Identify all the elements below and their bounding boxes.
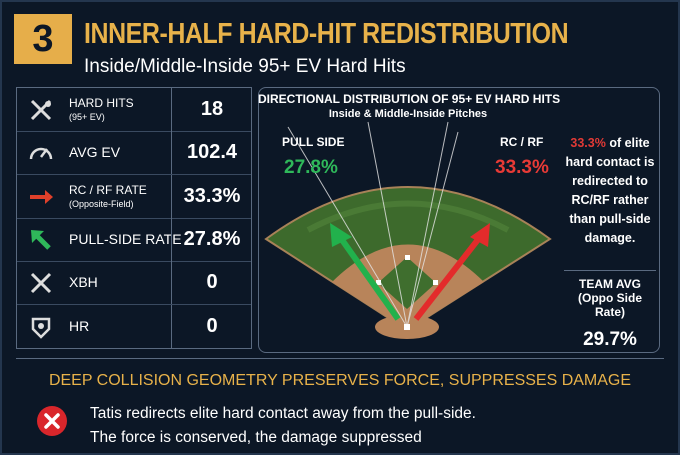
stat-sublabel: (95+ EV) [69, 112, 105, 122]
stat-label: PULL-SIDE RATE [69, 230, 182, 247]
oppo-arrow [413, 235, 483, 321]
stat-label-box: PULL-SIDE RATE [69, 232, 182, 246]
team-label: TEAM AVG [579, 277, 641, 291]
diagram-panel [258, 87, 660, 353]
stat-icon [31, 229, 51, 250]
stats-table: HARD HITS (95+ EV) 18 AVG EV 102.4 RC / RF RA… [16, 87, 252, 349]
note-text: of elite hard contact is redirected to R… [565, 136, 655, 245]
stat-label-box: RC / RF RATE (Opposite-Field) [69, 183, 147, 211]
stat-value: 18 [171, 88, 252, 131]
stat-icon [30, 273, 52, 294]
stat-label-box: HR [69, 319, 89, 333]
diagram-subtitle: Inside & Middle-Inside Pitches [328, 108, 488, 120]
stat-value: 0 [171, 304, 252, 348]
oppo-arrowhead [470, 223, 490, 247]
footer-line: Tatis redirects elite hard contact away … [90, 405, 476, 422]
stat-label: HR [69, 317, 90, 334]
footer-headline: DEEP COLLISION GEOMETRY PRESERVES FORCE,… [48, 372, 632, 389]
oppo-value: 33.3% [495, 157, 549, 178]
diagram-title: DIRECTIONAL DISTRIBUTION OF 95+ EV HARD … [258, 92, 561, 106]
stat-label-box: HARD HITS (95+ EV) [69, 96, 134, 124]
team-value: 29.7% [583, 329, 637, 350]
oppo-label: RC / RF [500, 135, 544, 149]
stat-label: RC / RF RATE [69, 182, 147, 197]
stat-row: HARD HITS (95+ EV) 18 [17, 88, 251, 132]
stat-label: AVG EV [69, 144, 121, 161]
stat-row: PULL-SIDE RATE 27.8% [17, 217, 252, 262]
section-number: 3 [14, 14, 72, 64]
stat-row: XBH 0 [17, 261, 252, 306]
field-diagram [264, 121, 552, 339]
team-average: TEAM AVG (Oppo Side Rate) 29.7% [564, 270, 656, 351]
pull-arrow [337, 235, 401, 321]
stat-sublabel: (Opposite-Field) [69, 198, 134, 209]
mow-stripe [306, 200, 510, 233]
stat-label-box: XBH [69, 275, 98, 289]
stat-icon [30, 99, 52, 121]
footer-line: The force is conserved, the damage suppr… [90, 429, 422, 446]
stat-value: 27.8% [171, 217, 252, 261]
divider [16, 358, 664, 359]
stat-label: XBH [69, 274, 98, 291]
stat-label-box: AVG EV [69, 145, 120, 159]
note: 33.3% of elite hard contact is redirecte… [564, 134, 656, 248]
stat-value: 0 [171, 261, 252, 305]
subtitle: Inside/Middle-Inside 95+ EV Hard Hits [84, 56, 406, 77]
note-highlight: 33.3% [570, 136, 606, 150]
stat-label: HARD HITS [69, 96, 134, 110]
title: INNER-HALF HARD-HIT REDISTRIBUTION [84, 18, 569, 50]
stat-icon [30, 189, 53, 204]
pull-value: 27.8% [284, 157, 338, 178]
team-sublabel: (Oppo Side Rate) [578, 291, 642, 319]
stat-row: HR 0 [17, 304, 252, 348]
stat-value: 102.4 [171, 131, 252, 175]
stat-icon [31, 317, 51, 339]
footer-text: Tatis redirects elite hard contact away … [90, 402, 476, 450]
spray-lines [287, 121, 459, 328]
stat-value: 33.3% [171, 174, 252, 218]
stat-row: AVG EV 102.4 [17, 131, 252, 176]
pull-arrowhead [330, 223, 352, 247]
stat-row: RC / RF RATE (Opposite-Field) 33.3% [17, 174, 252, 219]
x-icon [37, 406, 67, 436]
pull-label: PULL SIDE [282, 135, 345, 149]
bases [376, 255, 438, 330]
stat-icon [29, 148, 53, 160]
